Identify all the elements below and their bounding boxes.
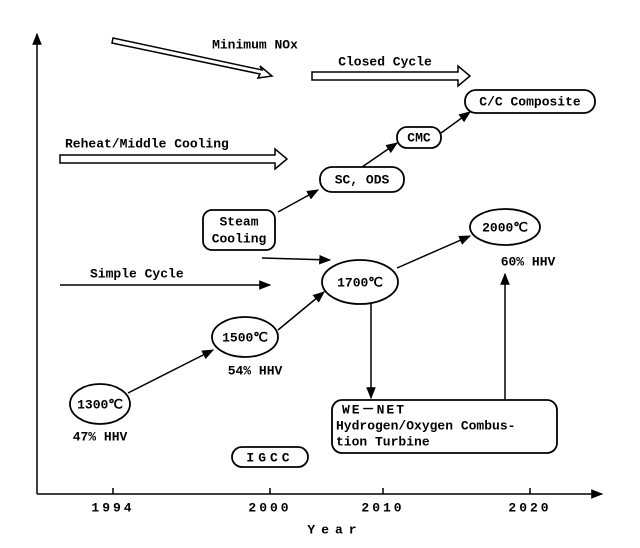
x-axis-label: Year — [307, 522, 362, 537]
trend-arrows: Minimum NOx Closed Cycle Reheat/Middle C… — [59, 37, 472, 290]
igcc-label: IGCC — [246, 450, 293, 465]
other-nodes: WE－NET Hydrogen/Oxygen Combus- tion Turb… — [231, 399, 558, 468]
temperature-node — [469, 208, 541, 246]
arrow — [261, 254, 332, 265]
materials: C/C Composite CMC SC, ODS Steam Cooling — [202, 89, 596, 251]
trend-arrow — [311, 64, 472, 88]
node-label: CMC — [407, 130, 431, 145]
trend-arrow — [59, 147, 289, 171]
node-label: Steam — [219, 214, 258, 229]
temperature-node — [69, 383, 131, 425]
trend-arrow — [111, 37, 274, 79]
node-box — [202, 209, 276, 251]
trend-label: Simple Cycle — [90, 266, 184, 281]
node-box — [464, 89, 596, 114]
efficiency-label: 54% HHV — [228, 363, 283, 378]
node-label: Cooling — [212, 231, 267, 246]
temperature-node — [321, 259, 399, 305]
node-box — [319, 166, 405, 193]
arrow — [127, 349, 215, 394]
we-net-box — [331, 399, 558, 454]
node-box — [396, 126, 442, 149]
trend-label: Closed Cycle — [338, 54, 432, 69]
x-tick-label: 2020 — [508, 500, 551, 515]
igcc-box — [231, 446, 309, 468]
arrow — [396, 235, 472, 269]
temperatures: 1300℃ 47% HHV 1500℃ 54% HHV 1700℃ 2000℃ … — [69, 208, 556, 444]
we-net-text: Hydrogen/Oxygen Combus- — [336, 418, 515, 433]
x-tick-label: 1994 — [91, 500, 134, 515]
efficiency-label: 60% HHV — [501, 254, 556, 269]
temperature-label: 1500℃ — [222, 330, 268, 345]
temperature-label: 1700℃ — [337, 275, 383, 290]
temperature-label: 2000℃ — [482, 220, 528, 235]
x-tick-label: 2010 — [361, 500, 404, 515]
trend-label: Minimum NOx — [212, 37, 298, 52]
we-net-title: WE－NET — [342, 402, 406, 417]
node-label: C/C Composite — [479, 94, 581, 109]
we-net-text: tion Turbine — [336, 434, 430, 449]
arrow — [277, 189, 320, 213]
arrow — [440, 111, 471, 134]
temperature-node — [211, 316, 279, 358]
temperature-label: 1300℃ — [77, 397, 123, 412]
arrow — [361, 142, 398, 168]
efficiency-label: 47% HHV — [73, 429, 128, 444]
node-label: SC, ODS — [335, 172, 390, 187]
x-tick-label: 2000 — [248, 500, 291, 515]
arrow — [277, 291, 325, 331]
trend-label: Reheat/Middle Cooling — [65, 136, 229, 151]
connectors — [127, 111, 510, 400]
axes: 1994 2000 2010 2020 Year — [32, 32, 604, 537]
